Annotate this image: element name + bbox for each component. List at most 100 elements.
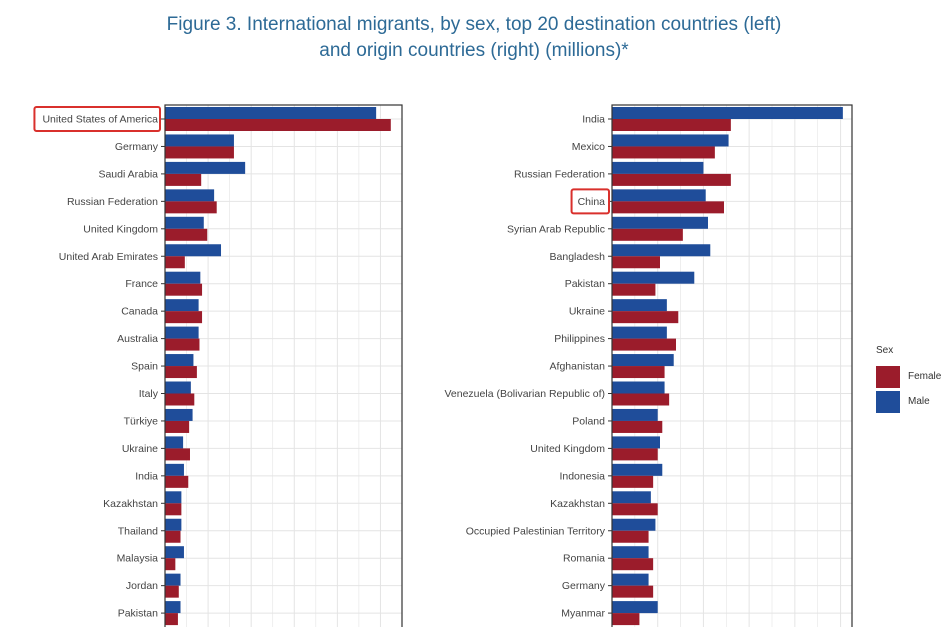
bar-male-pakistan	[165, 601, 181, 614]
bar-female-t-rkiye	[165, 420, 190, 433]
y-tick-label-indonesia: Indonesia	[559, 470, 605, 482]
y-tick-label-t-rkiye: Türkiye	[124, 415, 159, 427]
y-tick-label-united-kingdom: United Kingdom	[530, 443, 605, 455]
bar-female-germany	[612, 585, 654, 598]
bar-male-venezuela-bolivarian-republic-of	[612, 381, 665, 394]
bar-male-russian-federation	[612, 161, 704, 174]
bar-male-malaysia	[165, 546, 184, 559]
legend-swatch-female	[876, 365, 900, 388]
bar-male-kazakhstan	[612, 491, 651, 504]
bar-male-germany	[612, 573, 649, 586]
bar-male-ukraine	[612, 299, 667, 312]
y-tick-label-occupied-palestinian-territory: Occupied Palestinian Territory	[466, 525, 606, 537]
bar-male-russian-federation	[165, 189, 215, 202]
bar-male-afghanistan	[612, 354, 674, 367]
bar-female-pakistan	[612, 283, 656, 296]
bar-male-poland	[612, 408, 658, 421]
y-tick-label-india: India	[582, 114, 605, 126]
y-tick-label-ukraine: Ukraine	[122, 443, 158, 455]
y-tick-label-poland: Poland	[572, 415, 605, 427]
bar-male-saudi-arabia	[165, 161, 246, 174]
bar-female-kazakhstan	[165, 503, 182, 516]
bar-female-thailand	[165, 530, 181, 543]
bar-male-philippines	[612, 326, 667, 339]
bar-female-india	[612, 119, 731, 131]
bar-female-syrian-arab-republic	[612, 228, 683, 241]
legend-label-female: Female	[908, 371, 942, 382]
bar-male-united-kingdom	[165, 216, 204, 229]
bar-female-china	[612, 201, 724, 214]
legend-label-male: Male	[908, 396, 930, 407]
y-tick-label-kazakhstan: Kazakhstan	[103, 498, 158, 510]
chart-panel-left: United States of America Germany Saudi Ara…	[33, 104, 403, 627]
bar-male-germany	[165, 134, 234, 147]
bar-female-saudi-arabia	[165, 173, 202, 186]
bar-female-australia	[165, 338, 200, 351]
bar-female-myanmar	[612, 613, 640, 626]
bar-male-italy	[165, 381, 191, 394]
bar-female-india	[165, 475, 189, 488]
y-tick-label-pakistan: Pakistan	[118, 608, 158, 620]
bar-female-poland	[612, 420, 663, 433]
y-tick-label-afghanistan: Afghanistan	[550, 361, 606, 373]
bar-female-france	[165, 283, 203, 296]
bar-female-kazakhstan	[612, 503, 658, 516]
bar-male-united-arab-emirates	[165, 244, 222, 257]
bar-female-spain	[165, 366, 197, 379]
y-tick-label-china: China	[578, 196, 606, 208]
bar-female-romania	[612, 558, 654, 571]
panel-border	[611, 104, 853, 627]
y-tick-label-germany: Germany	[562, 580, 606, 592]
bar-male-france	[165, 271, 201, 284]
bar-male-thailand	[165, 518, 182, 531]
bar-male-canada	[165, 299, 199, 312]
bar-female-mexico	[612, 146, 715, 159]
chart-title-line-2: and origin countries (right) (millions)*	[319, 40, 629, 61]
y-tick-label-bangladesh: Bangladesh	[550, 251, 606, 263]
bar-female-afghanistan	[612, 366, 665, 379]
bar-female-ukraine	[165, 448, 190, 461]
y-tick-label-myanmar: Myanmar	[561, 608, 605, 620]
bar-female-united-kingdom	[612, 448, 658, 461]
y-tick-label-united-kingdom: United Kingdom	[83, 223, 158, 235]
bar-female-indonesia	[612, 475, 654, 488]
y-tick-label-jordan: Jordan	[126, 580, 158, 592]
bar-male-romania	[612, 546, 649, 559]
bar-male-united-kingdom	[612, 436, 660, 449]
bar-female-philippines	[612, 338, 676, 351]
y-tick-label-ukraine: Ukraine	[569, 306, 605, 318]
bar-female-occupied-palestinian-territory	[612, 530, 649, 543]
bar-male-jordan	[165, 573, 181, 586]
y-tick-label-russian-federation: Russian Federation	[67, 196, 158, 208]
chart-title: Figure 3. International migrants, by sex…	[0, 12, 948, 64]
y-tick-label-united-arab-emirates: United Arab Emirates	[59, 251, 158, 263]
y-tick-label-spain: Spain	[131, 361, 158, 373]
bar-female-venezuela-bolivarian-republic-of	[612, 393, 670, 406]
y-tick-label-united-states-of-america: United States of America	[42, 114, 158, 126]
bar-male-syrian-arab-republic	[612, 216, 708, 229]
y-tick-label-philippines: Philippines	[554, 333, 605, 345]
bar-male-mexico	[612, 134, 729, 147]
bar-male-myanmar	[612, 601, 658, 614]
y-tick-label-germany: Germany	[115, 141, 159, 153]
y-tick-label-syrian-arab-republic: Syrian Arab Republic	[507, 223, 605, 235]
legend-swatch-male	[876, 390, 900, 413]
y-tick-label-venezuela-bolivarian-republic-of: Venezuela (Bolivarian Republic of)	[444, 388, 605, 400]
bar-male-occupied-palestinian-territory	[612, 518, 656, 531]
chart-panel-right: India Mexico Russian Federation China Syrian…	[444, 104, 853, 627]
y-tick-label-kazakhstan: Kazakhstan	[550, 498, 605, 510]
bar-male-t-rkiye	[165, 408, 193, 421]
bar-female-united-states-of-america	[165, 119, 391, 131]
y-tick-label-canada: Canada	[121, 306, 158, 318]
bar-female-united-arab-emirates	[165, 256, 185, 269]
bar-male-kazakhstan	[165, 491, 182, 504]
y-tick-label-india: India	[135, 470, 158, 482]
legend-title: Sex	[876, 345, 894, 356]
y-tick-label-saudi-arabia: Saudi Arabia	[98, 168, 158, 180]
bar-female-ukraine	[612, 311, 679, 324]
y-tick-label-thailand: Thailand	[118, 525, 158, 537]
bar-male-spain	[165, 354, 194, 367]
bar-female-italy	[165, 393, 195, 406]
bar-male-china	[612, 189, 706, 202]
bar-male-ukraine	[165, 436, 184, 449]
